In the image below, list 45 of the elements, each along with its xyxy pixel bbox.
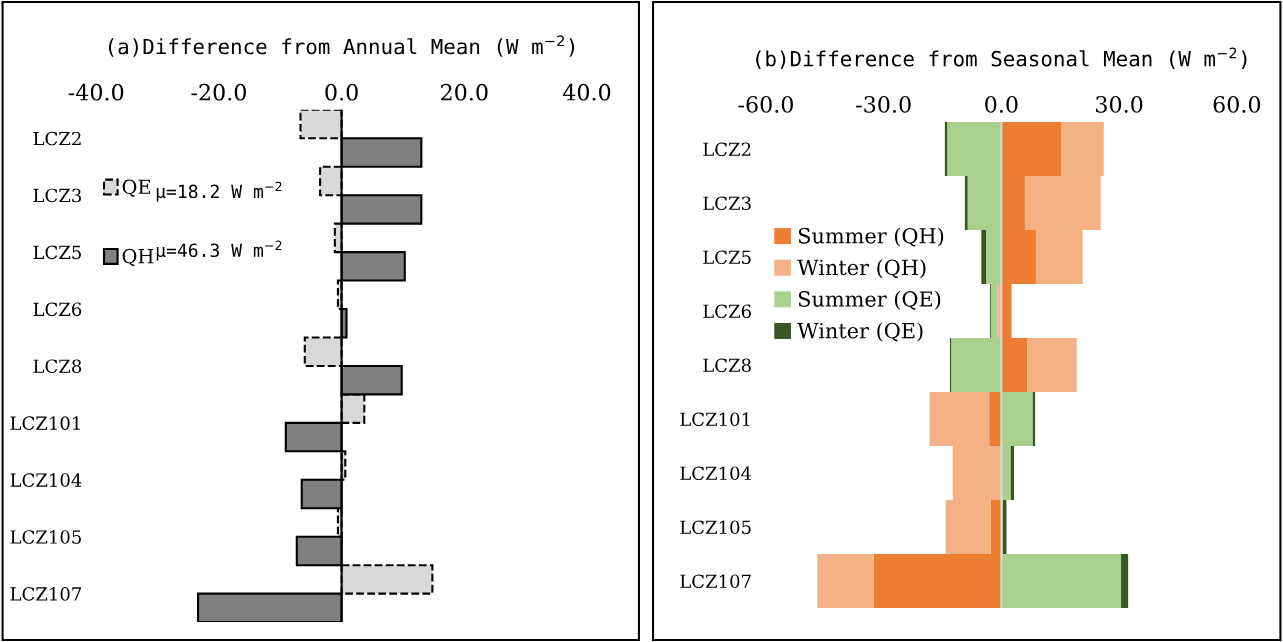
legend-label: Winter (QE) [797, 322, 923, 342]
y-tick-label: LCZ5 [703, 250, 751, 265]
x-tick-label: -40.0 [68, 83, 124, 101]
y-tick-label: LCZ8 [33, 359, 82, 374]
y-tick-label: LCZ105 [680, 520, 751, 535]
y-tick-label: LCZ8 [703, 358, 751, 373]
x-tick-label: 40.0 [562, 83, 611, 101]
annotation: μ=18.2 W m$^{−2}$ [156, 181, 282, 202]
x-tick-label: 60.0 [1213, 96, 1261, 113]
legend-label: Summer (QE) [798, 290, 941, 310]
y-tick-label: LCZ104 [680, 466, 752, 481]
bar [817, 553, 874, 608]
bar [989, 391, 1002, 446]
x-tick-label: 30.0 [1096, 96, 1143, 113]
x-tick-label: 0.0 [985, 96, 1018, 113]
legend-label: Winter (QH) [797, 259, 926, 279]
y-tick-label: LCZ2 [33, 131, 81, 146]
bar [981, 229, 987, 284]
x-tick-label: -20.0 [191, 83, 246, 101]
y-tick-label: LCZ107 [680, 574, 751, 589]
bar [1121, 553, 1129, 608]
y-tick-label: LCZ6 [33, 302, 82, 317]
y-tick-label: LCZ107 [10, 587, 82, 601]
legend-label: QH [122, 248, 154, 267]
legend-label: Summer (QH) [798, 227, 944, 247]
y-tick-label: LCZ2 [703, 142, 751, 157]
y-tick-label: LCZ101 [10, 416, 80, 430]
y-tick-label: LCZ105 [10, 530, 81, 544]
y-tick-label: LCZ104 [10, 473, 82, 487]
y-tick-label: LCZ3 [33, 188, 81, 203]
y-tick-label: LCZ6 [703, 304, 751, 319]
y-tick-label: LCZ5 [33, 245, 81, 260]
chart-title: (b)Difference from Seasonal Mean (W m$^{−2}$) [756, 47, 1247, 70]
x-tick-label: -60.0 [738, 96, 793, 113]
x-tick-label: -30.0 [856, 96, 911, 113]
legend-label: QE [122, 179, 151, 197]
bar [1027, 337, 1077, 392]
chart-title: (a)Difference from Annual Mean (W m$^{−2}$) [108, 35, 575, 57]
y-tick-label: LCZ101 [680, 412, 750, 427]
bar [964, 175, 968, 230]
annotation: μ=46.3 W m$^{−2}$ [156, 240, 282, 261]
x-tick-label: 0.0 [325, 83, 358, 101]
x-tick-label: 20.0 [441, 83, 488, 101]
bar [1010, 445, 1014, 500]
y-tick-label: LCZ3 [703, 196, 751, 211]
